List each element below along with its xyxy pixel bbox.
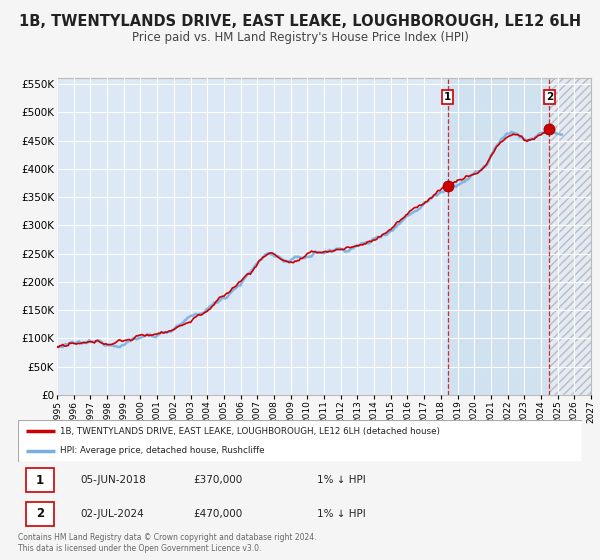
Text: HPI: Average price, detached house, Rushcliffe: HPI: Average price, detached house, Rush… [60, 446, 265, 455]
Text: 1% ↓ HPI: 1% ↓ HPI [317, 508, 365, 519]
FancyBboxPatch shape [26, 468, 53, 492]
Text: 2: 2 [36, 507, 44, 520]
Text: Price paid vs. HM Land Registry's House Price Index (HPI): Price paid vs. HM Land Registry's House … [131, 31, 469, 44]
Text: 1B, TWENTYLANDS DRIVE, EAST LEAKE, LOUGHBOROUGH, LE12 6LH: 1B, TWENTYLANDS DRIVE, EAST LEAKE, LOUGH… [19, 14, 581, 29]
Text: 02-JUL-2024: 02-JUL-2024 [80, 508, 144, 519]
Text: 1B, TWENTYLANDS DRIVE, EAST LEAKE, LOUGHBOROUGH, LE12 6LH (detached house): 1B, TWENTYLANDS DRIVE, EAST LEAKE, LOUGH… [60, 427, 440, 436]
Text: 1% ↓ HPI: 1% ↓ HPI [317, 475, 365, 486]
Bar [448, 78, 549, 395]
Text: £370,000: £370,000 [193, 475, 242, 486]
Text: 2: 2 [545, 92, 553, 102]
FancyBboxPatch shape [26, 502, 53, 526]
Text: 1: 1 [36, 474, 44, 487]
Bar [549, 78, 591, 395]
Text: 1: 1 [444, 92, 451, 102]
Bar [549, 78, 591, 395]
Text: Contains HM Land Registry data © Crown copyright and database right 2024.
This d: Contains HM Land Registry data © Crown c… [18, 533, 317, 553]
Bar [549, 78, 591, 395]
Text: 05-JUN-2018: 05-JUN-2018 [80, 475, 146, 486]
Text: £470,000: £470,000 [193, 508, 242, 519]
